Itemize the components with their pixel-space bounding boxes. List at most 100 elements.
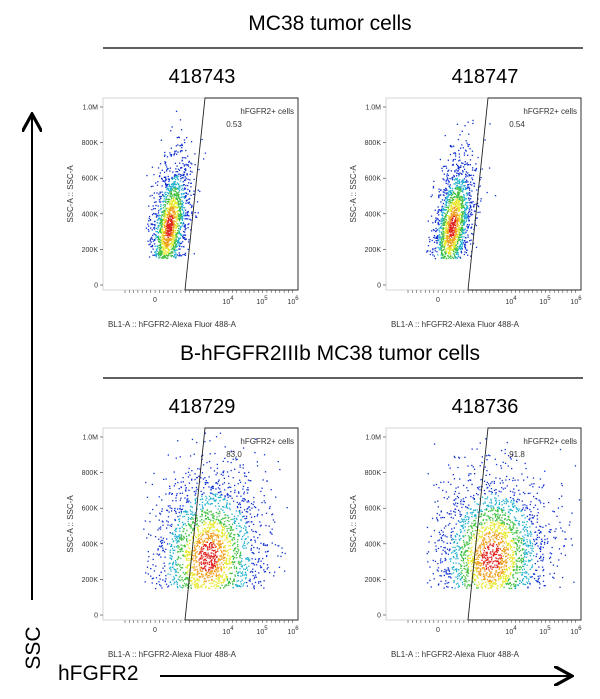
event-dot — [205, 545, 207, 548]
event-dot — [439, 226, 441, 228]
event-dot — [196, 526, 199, 529]
event-dot — [167, 505, 169, 507]
event-dot — [176, 199, 178, 201]
event-dot — [188, 539, 190, 542]
event-dot — [164, 214, 167, 216]
event-dot — [462, 147, 464, 149]
event-dot — [187, 471, 190, 473]
event-dot — [153, 197, 155, 199]
sample-id: 418747 — [452, 66, 519, 88]
event-dot — [175, 539, 177, 541]
event-dot — [450, 210, 452, 212]
event-dot — [452, 232, 454, 235]
event-dot — [188, 215, 190, 217]
event-dot — [212, 485, 214, 488]
event-dot — [184, 225, 186, 228]
event-dot — [214, 544, 216, 546]
event-dot — [210, 503, 212, 505]
event-dot — [156, 192, 158, 194]
event-dot — [234, 561, 236, 563]
event-dot — [453, 223, 455, 225]
event-dot — [440, 238, 442, 240]
event-dot — [262, 479, 264, 481]
event-dot — [171, 240, 173, 242]
event-dot — [239, 510, 241, 512]
event-dot — [457, 218, 459, 220]
event-dot — [160, 218, 163, 220]
event-dot — [197, 571, 199, 573]
event-dot — [446, 235, 448, 237]
event-dot — [182, 236, 184, 238]
event-dot — [167, 209, 169, 211]
event-dot — [445, 182, 447, 184]
event-dot — [172, 223, 174, 226]
event-dot — [442, 178, 444, 180]
event-dot — [452, 199, 455, 201]
event-dot — [173, 583, 175, 585]
event-dot — [182, 545, 184, 547]
event-dot — [197, 528, 199, 530]
event-dot — [226, 530, 228, 532]
event-dot — [157, 239, 159, 241]
event-dot — [201, 521, 203, 524]
event-dot — [489, 123, 491, 125]
event-dot — [229, 495, 231, 497]
event-dot — [152, 254, 154, 256]
event-dot — [169, 557, 171, 559]
event-dot — [184, 215, 186, 217]
event-dot — [468, 174, 470, 176]
event-dot — [267, 550, 269, 552]
event-dot — [170, 544, 173, 546]
event-dot — [464, 245, 466, 247]
event-dot — [173, 485, 175, 487]
event-dot — [220, 582, 222, 584]
event-dot — [180, 189, 183, 191]
event-dot — [212, 567, 214, 569]
event-dot — [221, 575, 223, 578]
event-dot — [226, 494, 229, 496]
event-dot — [176, 206, 178, 208]
event-dot — [427, 220, 429, 222]
event-dot — [443, 257, 445, 259]
event-dot — [188, 559, 190, 562]
event-dot — [191, 163, 193, 165]
event-dot — [164, 212, 166, 214]
event-dot — [218, 560, 220, 562]
event-dot — [190, 186, 192, 188]
event-dot — [210, 524, 213, 526]
event-dot — [183, 211, 185, 213]
event-dot — [218, 510, 221, 512]
event-dot — [447, 178, 449, 180]
event-dot — [155, 204, 157, 207]
event-dot — [447, 232, 449, 235]
event-dot — [165, 244, 167, 246]
event-dot — [457, 214, 459, 217]
event-dot — [177, 202, 179, 204]
event-dot — [191, 204, 193, 207]
event-dot — [170, 243, 172, 245]
event-dot — [181, 150, 183, 152]
event-dot — [181, 177, 183, 179]
event-dot — [221, 551, 223, 553]
event-dot — [162, 221, 164, 223]
event-dot — [183, 253, 186, 256]
event-dot — [182, 184, 184, 187]
event-dot — [212, 573, 215, 575]
event-dot — [454, 214, 456, 216]
event-dot — [459, 231, 461, 234]
event-dot — [240, 563, 242, 566]
event-dot — [211, 542, 213, 544]
event-dot — [161, 214, 163, 216]
event-dot — [462, 179, 464, 181]
event-dot — [154, 245, 156, 247]
event-dot — [159, 224, 161, 227]
event-dot — [201, 538, 203, 540]
event-dot — [172, 229, 174, 231]
event-dot — [204, 538, 207, 540]
event-dot — [159, 163, 162, 165]
event-dot — [434, 258, 437, 260]
event-dot — [162, 539, 164, 542]
event-dot — [208, 544, 211, 546]
event-dot — [161, 587, 163, 589]
event-dot — [180, 548, 182, 550]
